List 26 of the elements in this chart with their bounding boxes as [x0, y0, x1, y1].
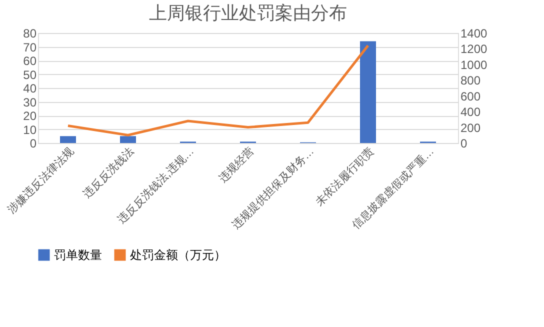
y-tick-label: 20 [23, 109, 37, 123]
y2-tick-label: 400 [460, 105, 481, 120]
y2-tick-label: 800 [460, 74, 481, 88]
bar [60, 136, 76, 143]
x-tick-label: 违反反洗钱法 [80, 144, 136, 201]
y-tick-label: 30 [23, 95, 37, 110]
legend-label: 处罚金额（万元） [130, 248, 226, 262]
legend-label: 罚单数量 [54, 248, 102, 262]
y-tick-label: 70 [23, 40, 37, 54]
y-tick-label: 0 [30, 136, 37, 150]
y2-tick-label: 600 [460, 89, 481, 104]
bar [360, 41, 376, 143]
y2-tick-label: 1000 [460, 58, 488, 72]
y2-tick-label: 0 [460, 136, 468, 150]
bar [120, 136, 136, 143]
y-tick-label: 50 [23, 68, 37, 82]
y2-tick-label: 1400 [460, 26, 488, 40]
y-tick-label: 80 [23, 26, 37, 40]
y2-tick-label: 200 [460, 120, 481, 135]
line-series [66, 44, 370, 136]
chart-title: 上周银行业处罚案由分布 [149, 3, 347, 23]
y-tick-label: 40 [23, 82, 37, 96]
y-tick-label: 60 [23, 54, 37, 68]
y-tick-label: 10 [23, 122, 37, 137]
y2-tick-label: 1200 [460, 42, 488, 56]
x-tick-label: 违规经营 [216, 144, 256, 186]
